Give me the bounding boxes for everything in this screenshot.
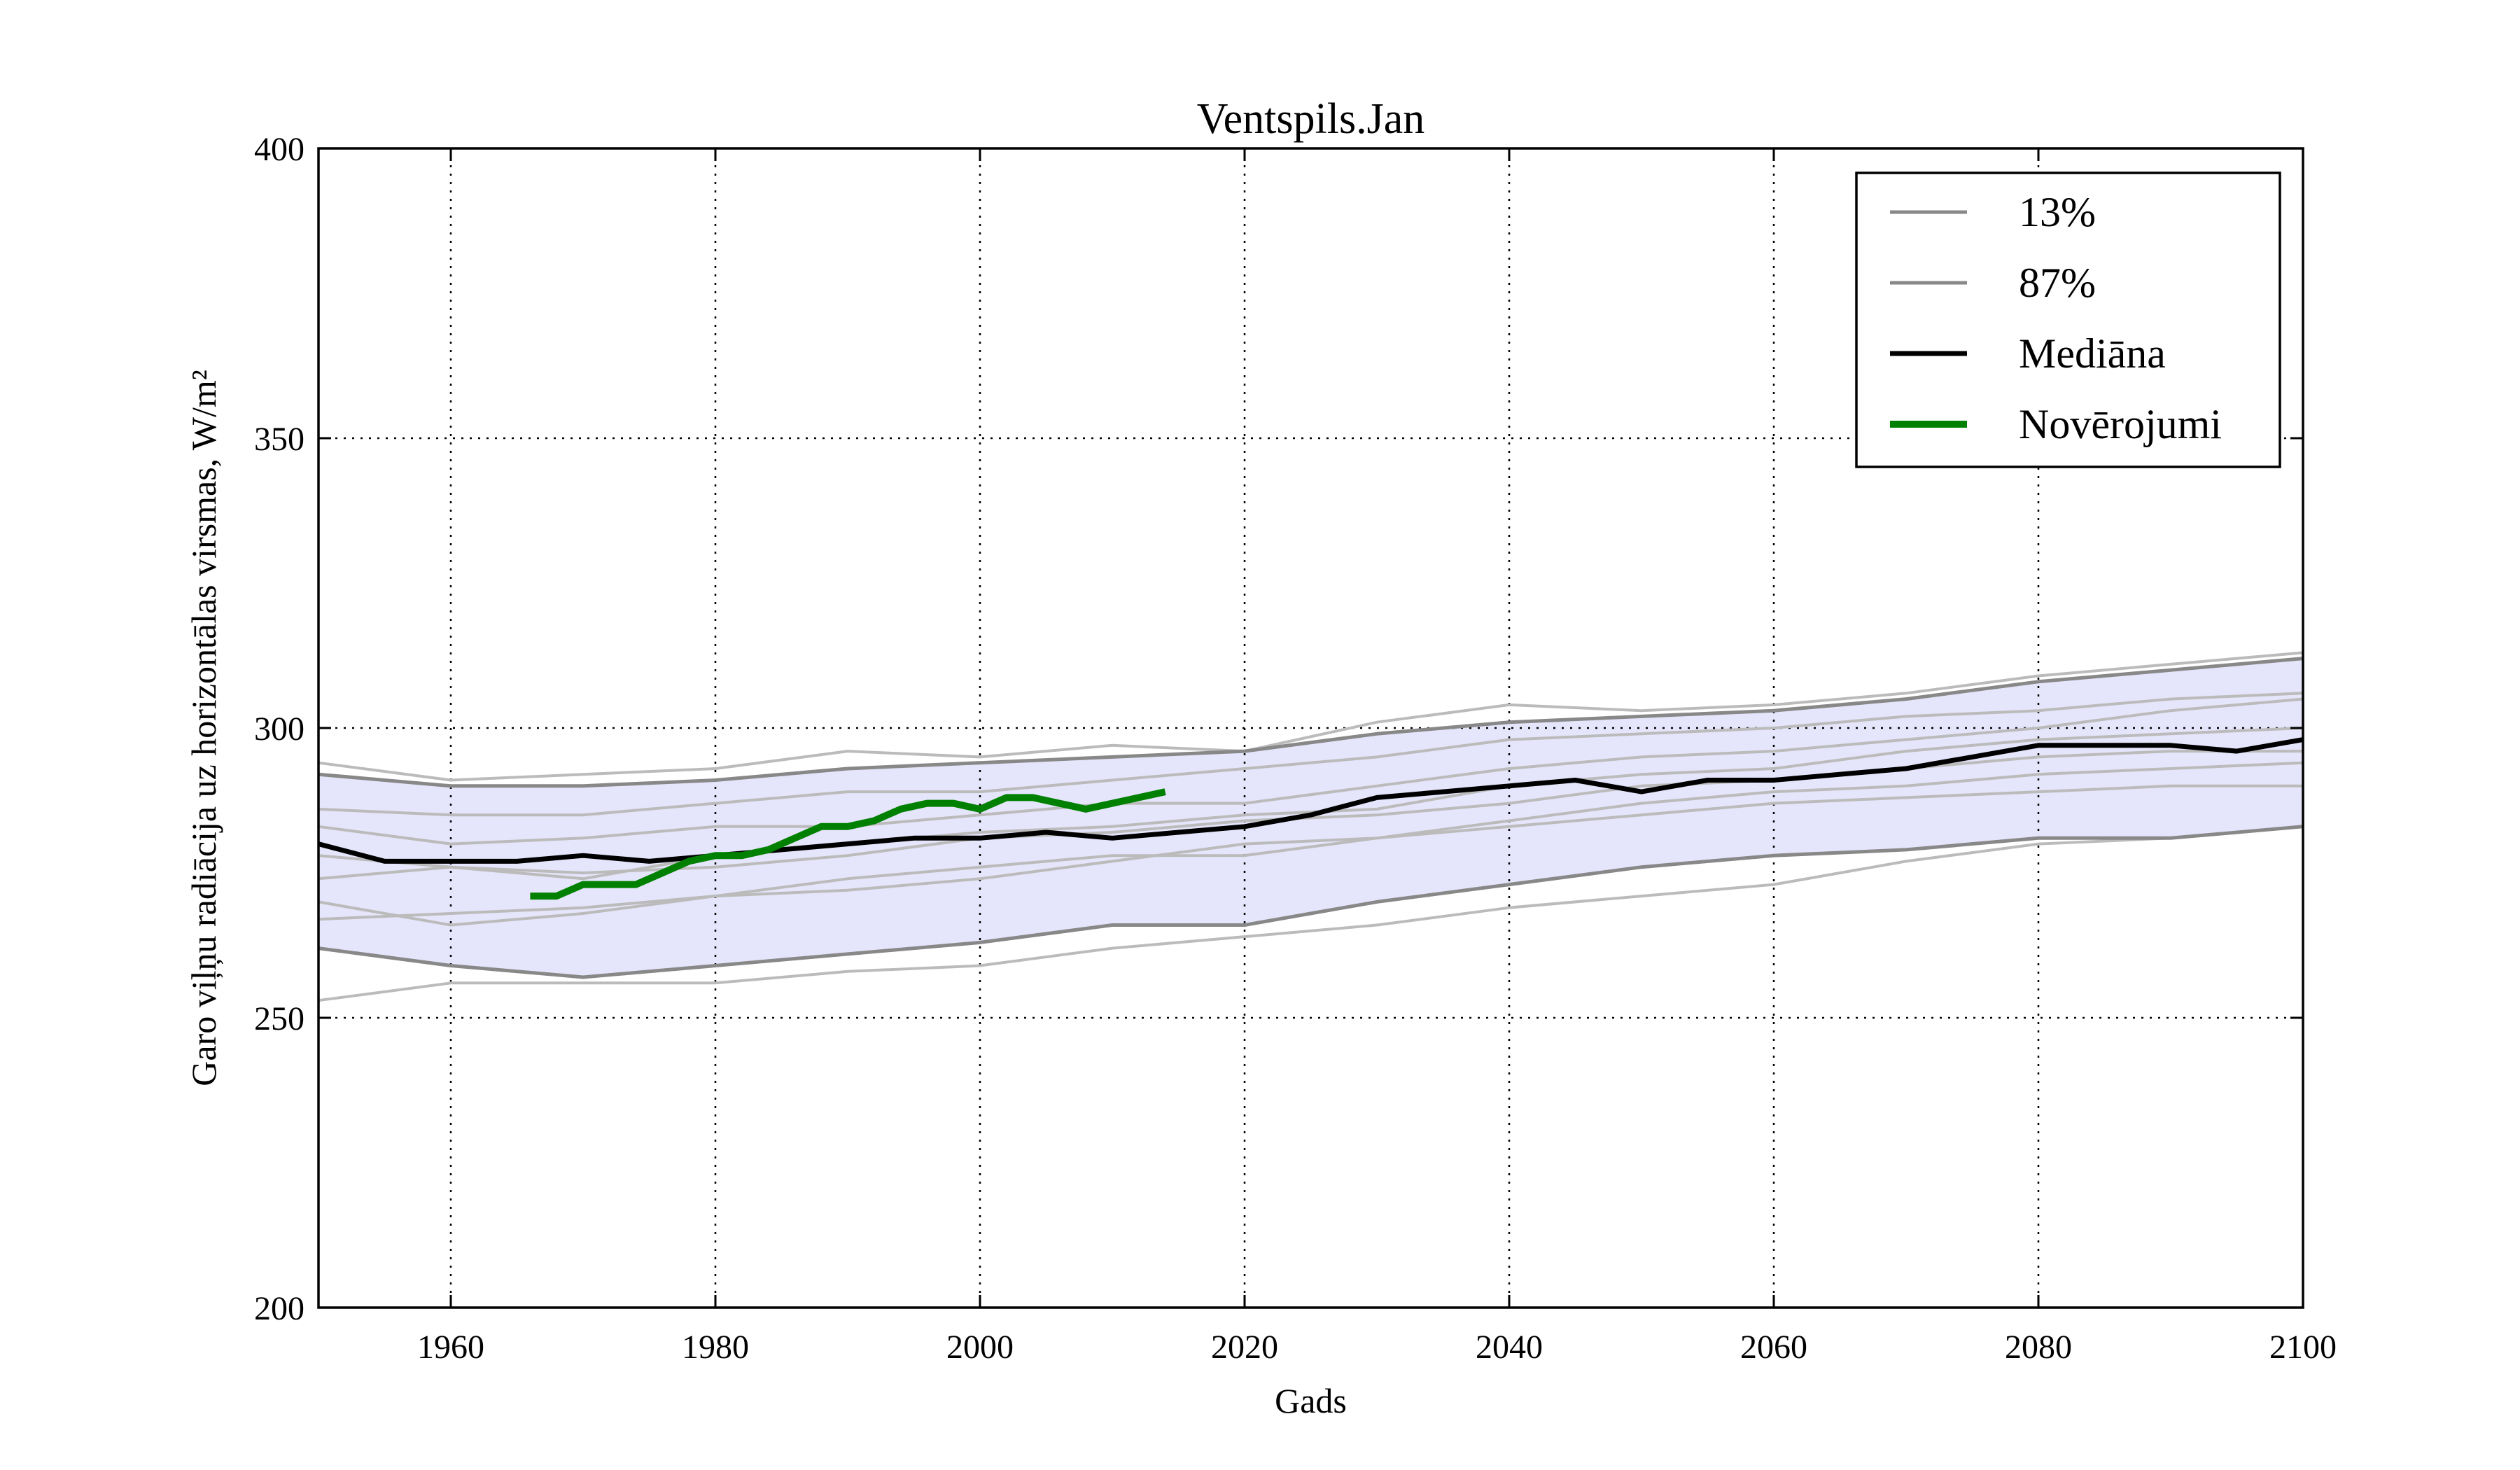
x-tick-label: 1980: [682, 1329, 749, 1366]
x-tick-label: 2100: [2269, 1329, 2337, 1366]
y-tick-label: 200: [254, 1290, 304, 1327]
chart-title: Ventspils.Jan: [1197, 95, 1425, 143]
ensemble-line: [318, 761, 2304, 927]
x-axis-label: Gads: [1275, 1381, 1347, 1420]
x-tick-label: 2020: [1211, 1329, 1278, 1366]
series-lines: [318, 657, 2304, 979]
y-tick-label: 350: [254, 421, 304, 458]
y-axis-label: Garo viļņu radiācija uz horizontālas vir…: [184, 370, 223, 1086]
axis-ticks: 1960 1980 2000 2020 2040 2060 2080 2100 200 250 30…: [254, 131, 2337, 1366]
ensemble-line: [318, 825, 2304, 1002]
legend: 13% 87% Mediāna Novērojumi: [1855, 172, 2281, 468]
legend-label: 13%: [2019, 189, 2096, 235]
ensemble-line: [318, 697, 2304, 846]
series-line: [318, 737, 2304, 864]
ensemble-line: [318, 692, 2304, 817]
ensemble-lines: [318, 651, 2304, 1002]
y-tick-label: 400: [254, 131, 304, 168]
x-tick-label: 2060: [1740, 1329, 1807, 1366]
ensemble-line: [318, 651, 2304, 782]
x-tick-label: 1960: [417, 1329, 484, 1366]
legend-label: Novērojumi: [2019, 401, 2222, 447]
x-tick-label: 2000: [946, 1329, 1014, 1366]
legend-label: Mediāna: [2019, 330, 2166, 377]
ensemble-line: [318, 727, 2304, 881]
ensemble-line: [318, 784, 2303, 921]
x-tick-label: 2040: [1476, 1329, 1543, 1366]
ensemble-line: [318, 750, 2303, 881]
series-line: [530, 788, 1166, 900]
series-line: [318, 657, 2304, 788]
series-line: [318, 825, 2304, 979]
y-tick-label: 300: [254, 710, 304, 748]
legend-box: [1855, 172, 2281, 468]
y-tick-label: 250: [254, 1000, 304, 1037]
legend-label: 87%: [2019, 260, 2096, 306]
x-tick-label: 2080: [2005, 1329, 2072, 1366]
